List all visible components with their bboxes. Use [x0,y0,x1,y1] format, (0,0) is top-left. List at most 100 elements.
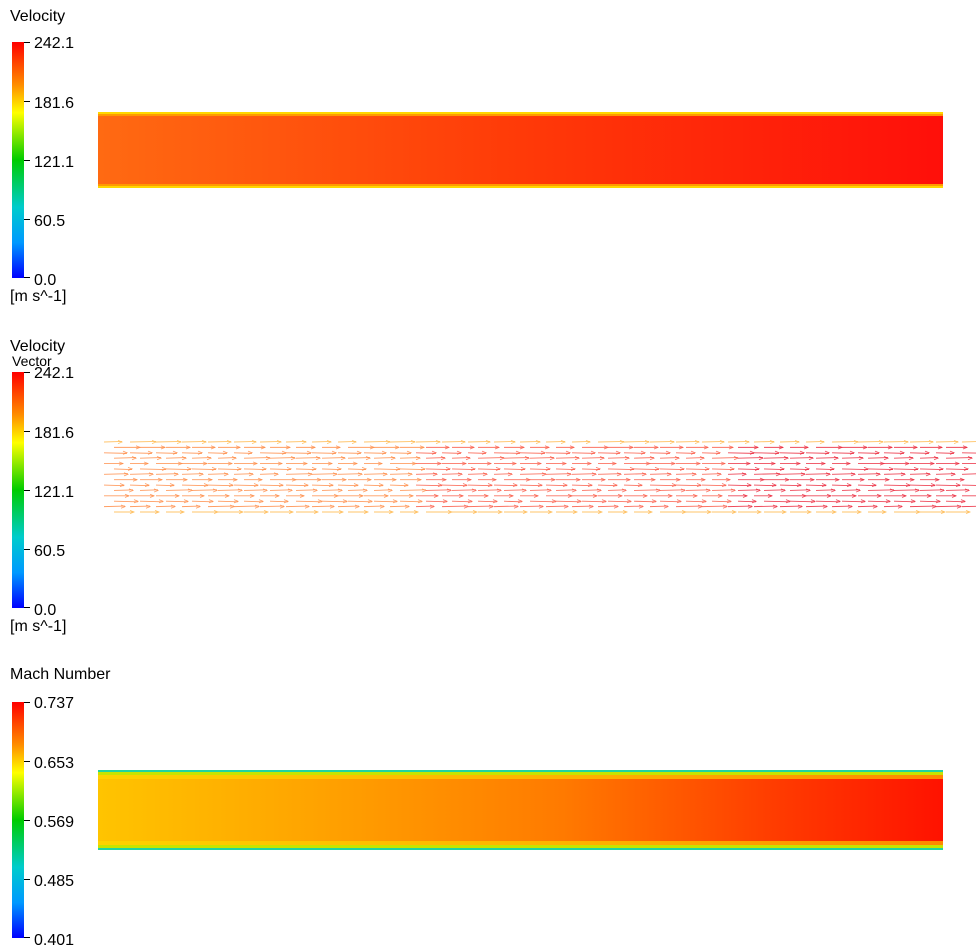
vector-arrowhead [407,472,414,477]
vector-arrowhead [675,477,682,482]
vector-arrow [373,500,398,503]
legend-tick-label: 181.6 [34,425,75,442]
vector-arrowhead [233,499,240,504]
legend-tick-label: 242.1 [34,365,75,382]
vector-arrowhead [954,461,961,466]
vector-arrow [503,489,527,491]
vector-arrow [259,440,282,443]
vector-arrowhead [647,510,654,514]
vector-arrowhead [131,456,138,461]
vector-arrow [867,468,894,470]
vector-arrowhead [351,440,358,444]
vector-arrow [285,473,313,475]
tick-mark [24,101,30,102]
vector-arrowhead [771,483,778,488]
vector-arrowhead [507,472,514,477]
vector-arrowhead [625,477,632,482]
vector-arrow [909,452,930,454]
vector-arrowhead [181,456,188,461]
vector-arrow [104,452,128,454]
vector-arrowhead [537,483,544,488]
vector-arrow [269,457,296,459]
vector-arrowhead [326,440,333,444]
vector-arrowhead [729,466,736,471]
vector-arrowhead [307,472,314,477]
vector-arrowhead [871,483,878,488]
vector-arrowhead [331,450,338,455]
vector-arrowhead [228,483,235,488]
vector-arrowhead [441,477,448,482]
vector-arrow [779,473,806,475]
vector-arrow [181,473,204,475]
velocity-contour-field [98,112,943,188]
vector-arrow [623,505,644,508]
vector-arrow [165,457,187,459]
vector-arrowhead [666,472,673,477]
vector-arrow [685,500,707,503]
vector-arrow [961,505,976,508]
vector-arrowhead [930,483,937,488]
vector-arrowhead [741,472,748,477]
vector-arrowhead [211,466,218,471]
vector-arrowhead [378,483,385,488]
vector-arrowhead [145,504,152,509]
velocity-vector-panel: Velocity Vector 242.1 181.6 121.1 60.5 0… [0,330,976,650]
vector-arrowhead [313,510,320,514]
vector-arrowhead [118,461,125,466]
vector-arrow [649,440,675,443]
legend-tick-label: 121.1 [34,484,75,501]
vector-arrowhead [834,477,841,482]
tick-mark [24,820,30,821]
vector-arrow [659,457,680,459]
vector-arrowhead [820,461,827,466]
vector-arrow [779,440,800,443]
vector-arrow [763,468,785,470]
vector-legend-title: Velocity [10,338,66,355]
vector-arrow [113,457,137,459]
vector-arrowhead [725,477,732,482]
vector-arrowhead [937,445,944,450]
vector-arrowhead [174,493,181,498]
vector-arrow [779,505,803,508]
vector-arrow [415,452,437,454]
vector-arrowhead [706,510,713,514]
vector-arrow [347,500,373,503]
vector-arrowhead [744,440,751,444]
vector-arrow [233,452,253,454]
vector-arrow [545,484,568,487]
vector-arrowhead [964,488,971,493]
vector-arrowhead [590,450,597,455]
vector-arrowhead [536,461,543,466]
mach-contour-field [98,770,943,850]
vector-arrowhead [720,461,727,466]
vector-arrow [545,505,569,508]
vector-arrow [831,440,859,443]
vector-arrowhead [357,472,364,477]
vector-arrowhead [670,461,677,466]
vector-arrow [451,500,473,503]
vector-arrowhead [863,466,870,471]
velocity-legend-title: Velocity [10,8,66,25]
legend-tick-label: 0.0 [34,272,57,289]
vector-arrow [243,489,268,491]
vector-arrowhead [586,461,593,466]
vector-arrowhead [247,450,254,455]
vector-arrowhead [704,466,711,471]
vector-arrowhead [703,445,710,450]
vector-arrowhead [909,477,916,482]
vector-arrowhead [406,450,413,455]
vector-arrow [893,457,914,459]
legend-tick-label: 181.6 [34,95,75,112]
vector-arrowhead [546,488,553,493]
vector-arrowhead [420,466,427,471]
vector-arrow [649,505,669,508]
vector-arrow [555,468,576,470]
vector-arrowhead [410,440,417,444]
vector-arrowhead [715,450,722,455]
vector-arrowhead [806,510,813,514]
vector-arrow [243,457,271,459]
tick-mark [24,372,30,373]
vector-arrowhead [616,472,623,477]
vector-arrowhead [769,440,776,444]
vector-arrow [519,452,546,454]
